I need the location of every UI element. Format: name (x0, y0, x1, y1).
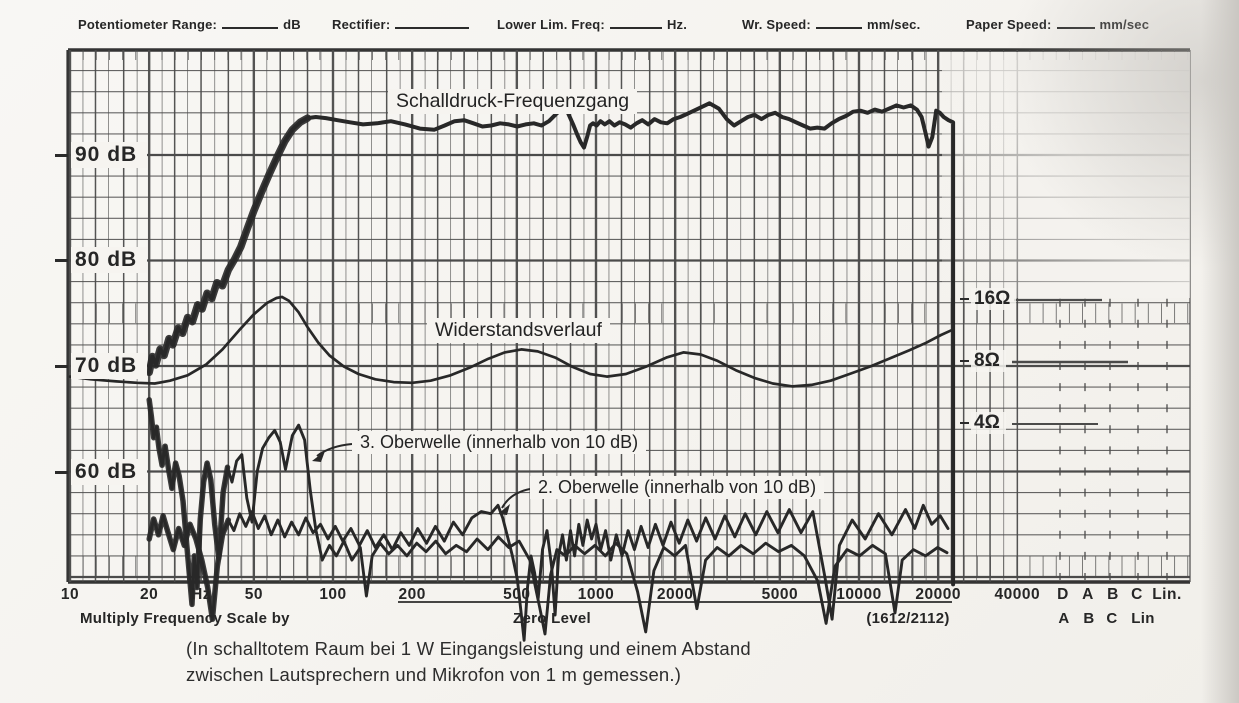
tick-dash (960, 297, 969, 301)
db-tick-80: 80 dB (55, 247, 148, 273)
curves (68, 101, 956, 642)
x-tick-5000: 5000 (761, 586, 799, 603)
footer-multiply-frequency-scale-by: Multiply Frequency Scale by (80, 610, 290, 627)
field-unit: mm/sec. (866, 17, 921, 32)
tick-dash (55, 153, 68, 157)
field-label: Lower Lim. Freq: (497, 17, 605, 32)
curve-impedance (68, 295, 953, 388)
ohm-tick-label: 4Ω (971, 412, 1006, 434)
tick-dash (55, 470, 68, 474)
blank-line (222, 16, 279, 29)
label-impedance-curve: Widerstandsverlauf (427, 318, 610, 343)
x-tick-c: C (1131, 586, 1143, 603)
x-tick-b: B (1107, 586, 1119, 603)
db-tick-90: 90 dB (55, 142, 148, 168)
db-tick-70: 70 dB (55, 353, 148, 379)
field-lower-lim-freq: Lower Lim. Freq: Hz. (497, 16, 687, 36)
ohm-tick-16: 16Ω (960, 288, 1017, 310)
curve-second-harmonic (147, 503, 950, 642)
caption-line-1: (In schalltotem Raum bei 1 W Eingangslei… (186, 638, 751, 659)
x-tick-d: D (1057, 586, 1069, 603)
label-second-harmonic-curve: 2. Oberwelle (innerhalb von 10 dB) (530, 476, 825, 499)
x-tick-100: 100 (319, 586, 347, 603)
ohm-tick-4: 4Ω (960, 412, 1006, 434)
annotation-arrows (312, 443, 531, 515)
ohm-tick-label: 8Ω (971, 350, 1006, 372)
tick-dash (55, 364, 68, 368)
footer-lin: Lin (1131, 610, 1155, 627)
label-third-harmonic-curve: 3. Oberwelle (innerhalb von 10 dB) (352, 431, 647, 454)
db-tick-label: 70 dB (71, 353, 148, 379)
footer-b: B (1083, 610, 1095, 627)
x-tick-50: 50 (244, 586, 263, 603)
scan-smudge (1000, 0, 1239, 270)
db-tick-label: 80 dB (71, 247, 148, 273)
footer-a: A (1058, 610, 1070, 627)
field-unit: dB (283, 17, 301, 32)
x-tick-2000: 2000 (656, 586, 694, 603)
arrowhead-third-harmonic (312, 451, 325, 462)
arrow-third-harmonic (316, 443, 353, 457)
x-tick-40000: 40000 (994, 586, 1041, 603)
blank-line (395, 16, 470, 29)
footer-zero-level: Zero Level (512, 610, 592, 627)
footer-c: C (1106, 610, 1118, 627)
field-writing-speed: Wr. Speed: mm/sec. (742, 16, 920, 36)
ohm-tick-8: 8Ω (960, 350, 1006, 372)
curve-frequency-response-fuzz (145, 114, 312, 377)
x-tick-200: 200 (398, 586, 426, 603)
field-label: Wr. Speed: (742, 17, 811, 32)
tick-dash (960, 359, 969, 363)
field-label: Rectifier: (332, 17, 391, 32)
scan-edge-shadow (1201, 0, 1239, 703)
x-tick-a: A (1082, 586, 1094, 603)
arrow-second-harmonic (501, 488, 531, 509)
tick-dash (55, 258, 68, 262)
grid (66, 48, 1191, 584)
x-tick-1000: 1000 (577, 586, 615, 603)
field-potentiometer-range: Potentiometer Range: dB (78, 16, 301, 36)
x-tick-lin: Lin. (1152, 586, 1182, 603)
field-label: Potentiometer Range: (78, 17, 218, 32)
tick-dash (960, 421, 969, 425)
db-tick-60: 60 dB (55, 459, 148, 485)
arrowhead-second-harmonic (498, 504, 510, 515)
x-tick-10000: 10000 (836, 586, 882, 603)
x-tick-10: 10 (60, 586, 80, 603)
caption-line-2: zwischen Lautsprechern und Mikrofon von … (186, 664, 682, 685)
footer--1612-2112-: (1612/2112) (866, 610, 950, 627)
field-rectifier: Rectifier: (332, 16, 474, 36)
field-unit: Hz. (666, 17, 688, 32)
curve-second-harmonic-fuzz (146, 513, 232, 622)
label-frequency-response-curve: Schalldruck-Frequenzgang (388, 89, 638, 114)
x-tick-500: 500 (503, 586, 531, 603)
blank-line (609, 16, 662, 29)
x-tick-20: 20 (140, 586, 159, 603)
ohm-tick-label: 16Ω (971, 288, 1017, 310)
db-tick-label: 60 dB (71, 459, 148, 485)
x-tick-20000: 20000 (915, 586, 961, 603)
db-tick-label: 90 dB (71, 142, 148, 168)
x-tick-hz: Hz (191, 586, 212, 603)
blank-line (815, 16, 862, 29)
